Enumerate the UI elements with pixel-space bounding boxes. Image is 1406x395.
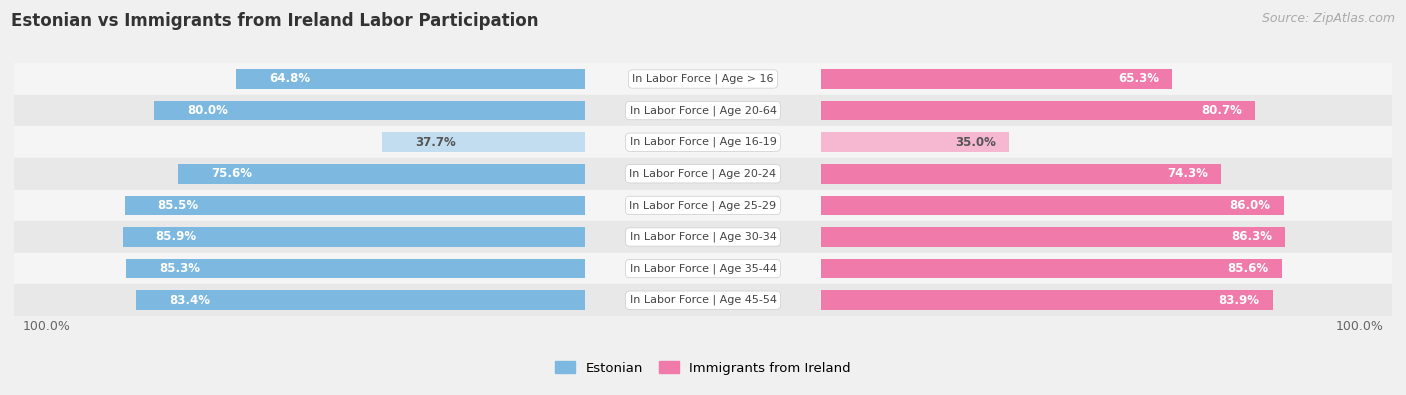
Text: 64.8%: 64.8% (269, 73, 311, 85)
Text: In Labor Force | Age 35-44: In Labor Force | Age 35-44 (630, 263, 776, 274)
Bar (382, 132, 585, 152)
Bar (821, 196, 1284, 215)
Text: In Labor Force | Age 20-24: In Labor Force | Age 20-24 (630, 169, 776, 179)
Text: 85.5%: 85.5% (157, 199, 198, 212)
Text: 86.3%: 86.3% (1232, 231, 1272, 243)
Text: In Labor Force | Age > 16: In Labor Force | Age > 16 (633, 74, 773, 84)
Text: In Labor Force | Age 45-54: In Labor Force | Age 45-54 (630, 295, 776, 305)
Text: 37.7%: 37.7% (415, 136, 456, 149)
Text: In Labor Force | Age 16-19: In Labor Force | Age 16-19 (630, 137, 776, 147)
Text: 35.0%: 35.0% (956, 136, 997, 149)
Bar (14, 158, 1392, 190)
Bar (821, 69, 1173, 89)
Bar (14, 126, 1392, 158)
Text: 65.3%: 65.3% (1118, 73, 1160, 85)
Bar (14, 95, 1392, 126)
Bar (136, 290, 585, 310)
Text: Source: ZipAtlas.com: Source: ZipAtlas.com (1261, 12, 1395, 25)
Text: 83.4%: 83.4% (169, 294, 209, 307)
Text: In Labor Force | Age 20-64: In Labor Force | Age 20-64 (630, 105, 776, 116)
Bar (236, 69, 585, 89)
Bar (155, 101, 585, 120)
Bar (179, 164, 585, 184)
Legend: Estonian, Immigrants from Ireland: Estonian, Immigrants from Ireland (550, 356, 856, 380)
Bar (821, 164, 1220, 184)
Bar (127, 259, 585, 278)
Text: 85.3%: 85.3% (159, 262, 200, 275)
Text: 75.6%: 75.6% (211, 167, 252, 180)
Bar (821, 227, 1285, 247)
Bar (821, 259, 1282, 278)
Text: 83.9%: 83.9% (1219, 294, 1260, 307)
Text: 86.0%: 86.0% (1230, 199, 1271, 212)
Bar (14, 190, 1392, 221)
Bar (14, 221, 1392, 253)
Bar (821, 101, 1256, 120)
Bar (125, 196, 585, 215)
Text: In Labor Force | Age 30-34: In Labor Force | Age 30-34 (630, 232, 776, 242)
Bar (821, 290, 1272, 310)
Text: 74.3%: 74.3% (1167, 167, 1208, 180)
Text: In Labor Force | Age 25-29: In Labor Force | Age 25-29 (630, 200, 776, 211)
Text: Estonian vs Immigrants from Ireland Labor Participation: Estonian vs Immigrants from Ireland Labo… (11, 12, 538, 30)
Text: 80.7%: 80.7% (1201, 104, 1241, 117)
Bar (14, 284, 1392, 316)
Bar (821, 132, 1010, 152)
Bar (122, 227, 585, 247)
Text: 85.6%: 85.6% (1227, 262, 1268, 275)
Bar (14, 63, 1392, 95)
Text: 85.9%: 85.9% (156, 231, 197, 243)
Text: 80.0%: 80.0% (187, 104, 228, 117)
Bar (14, 253, 1392, 284)
